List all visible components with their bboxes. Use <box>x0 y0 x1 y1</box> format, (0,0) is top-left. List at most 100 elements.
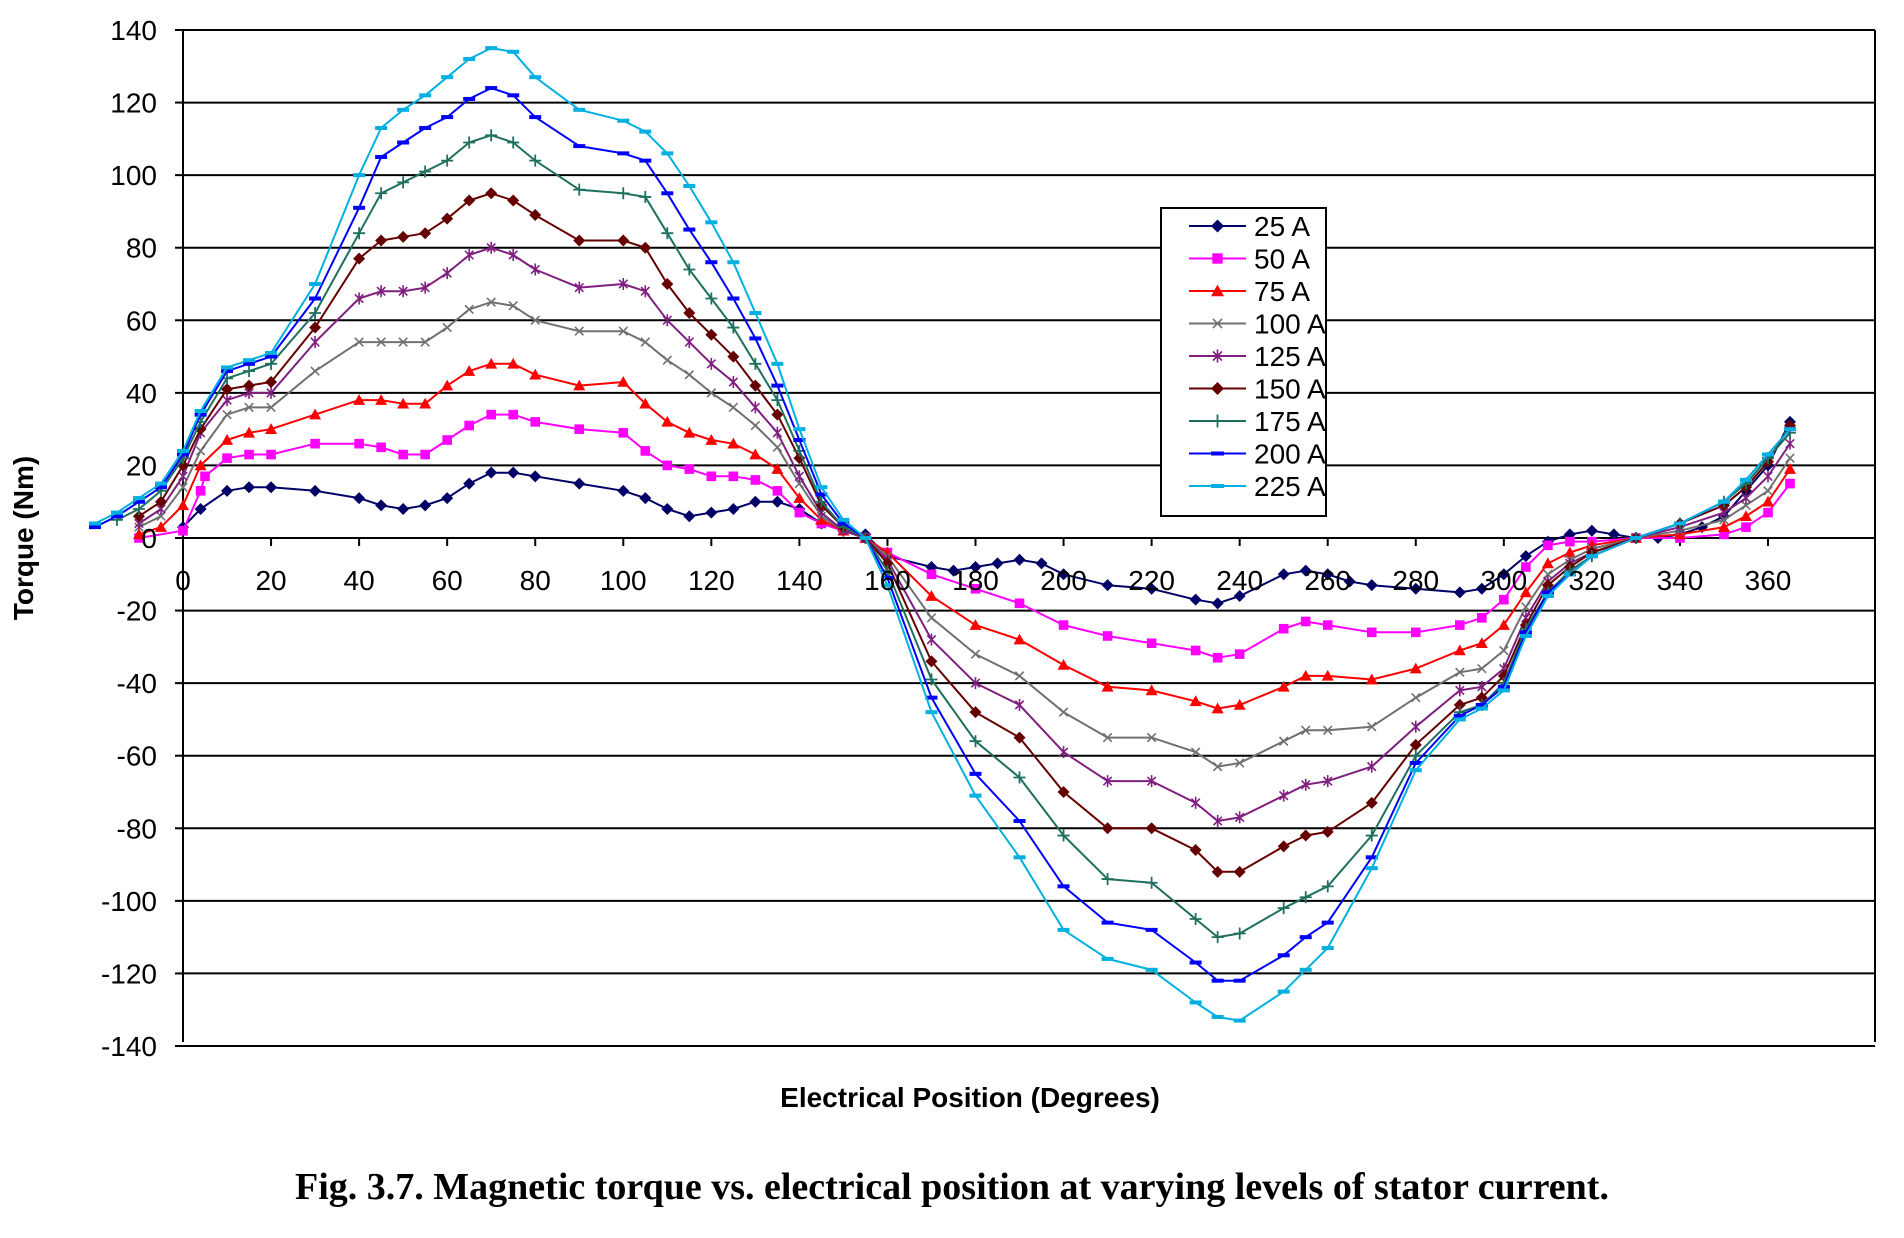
x-tick-label: 300 <box>1480 565 1527 596</box>
data-point <box>793 438 806 443</box>
legend-label: 150 A <box>1254 374 1326 405</box>
legend-label: 25 A <box>1254 211 1310 242</box>
data-point <box>1189 844 1202 857</box>
data-point <box>1563 546 1576 558</box>
data-point <box>1321 669 1334 681</box>
plot-frame <box>175 29 1876 1047</box>
data-point <box>1014 698 1025 711</box>
data-point <box>1058 746 1069 759</box>
data-point <box>970 649 981 659</box>
data-point <box>1277 680 1290 692</box>
data-point <box>1101 579 1114 592</box>
legend-entry: 100 A <box>1189 309 1326 340</box>
data-point <box>485 357 498 369</box>
data-point <box>420 337 430 347</box>
series-200a <box>88 86 1797 983</box>
data-point <box>1719 529 1729 540</box>
data-point <box>1014 598 1025 609</box>
data-point <box>397 140 410 145</box>
data-point <box>1739 477 1752 482</box>
data-point <box>375 155 388 159</box>
data-point <box>1343 575 1356 588</box>
data-point <box>1211 597 1224 610</box>
data-point <box>639 397 652 409</box>
data-point <box>1300 616 1311 627</box>
data-point <box>1499 594 1509 605</box>
data-point <box>1211 451 1224 456</box>
legend-entry: 200 A <box>1189 439 1326 470</box>
y-tick-label: 60 <box>126 305 157 336</box>
data-point <box>793 452 806 465</box>
data-point <box>1543 569 1553 580</box>
data-point <box>1475 706 1488 711</box>
data-point <box>309 321 322 334</box>
y-tick-label: -40 <box>117 668 157 699</box>
data-point <box>1233 978 1246 983</box>
data-point <box>1585 524 1598 537</box>
data-point <box>705 506 718 519</box>
data-point <box>618 326 629 336</box>
data-point <box>1455 684 1465 697</box>
data-point <box>683 227 696 232</box>
data-point <box>265 481 278 494</box>
data-point <box>442 322 452 333</box>
data-point <box>1785 437 1795 450</box>
y-tick-label: 0 <box>141 523 157 554</box>
data-point <box>1741 522 1751 532</box>
data-point <box>1145 822 1158 835</box>
data-point <box>1719 515 1729 525</box>
data-point <box>529 368 542 380</box>
data-point <box>309 296 322 301</box>
data-point <box>221 484 234 497</box>
data-point <box>573 477 586 490</box>
data-point <box>1497 568 1510 581</box>
data-point <box>815 485 828 490</box>
legend-label: 200 A <box>1254 439 1326 470</box>
data-point <box>1211 931 1224 944</box>
data-point <box>1410 627 1421 638</box>
data-point <box>1673 521 1686 526</box>
data-point <box>705 292 718 305</box>
data-point <box>794 470 805 483</box>
legend-entry: 75 A <box>1189 276 1310 307</box>
data-point <box>1409 760 1422 765</box>
data-point <box>529 470 542 483</box>
data-point <box>1101 920 1114 925</box>
data-point <box>376 285 386 298</box>
data-point <box>376 337 386 347</box>
data-point <box>1321 946 1334 951</box>
data-point <box>926 633 937 646</box>
data-point <box>132 496 145 501</box>
legend-entry: 175 A <box>1189 406 1326 437</box>
data-point <box>177 452 189 457</box>
data-point <box>353 227 366 240</box>
data-point <box>1784 427 1797 432</box>
data-point <box>485 46 498 51</box>
data-point <box>661 227 674 240</box>
data-point <box>463 96 476 101</box>
x-tick-label: 280 <box>1392 565 1439 596</box>
legend-label: 100 A <box>1254 309 1326 340</box>
y-tick-label: -60 <box>117 741 157 772</box>
data-point <box>926 613 937 623</box>
data-point <box>1365 579 1378 592</box>
data-point <box>969 735 982 748</box>
data-point <box>1519 550 1532 563</box>
data-point <box>442 435 452 445</box>
data-point <box>1321 568 1334 581</box>
data-point <box>573 183 586 196</box>
data-point <box>310 366 320 376</box>
data-point <box>88 521 101 526</box>
data-point <box>420 449 430 460</box>
data-point <box>1277 953 1290 958</box>
data-point <box>397 502 410 515</box>
data-point <box>683 510 696 523</box>
data-point <box>353 252 366 265</box>
data-point <box>441 154 454 167</box>
data-point <box>1299 891 1312 904</box>
data-point <box>244 402 254 413</box>
data-point <box>441 212 454 225</box>
y-tick-label: 120 <box>110 88 157 119</box>
data-point <box>1541 594 1554 599</box>
